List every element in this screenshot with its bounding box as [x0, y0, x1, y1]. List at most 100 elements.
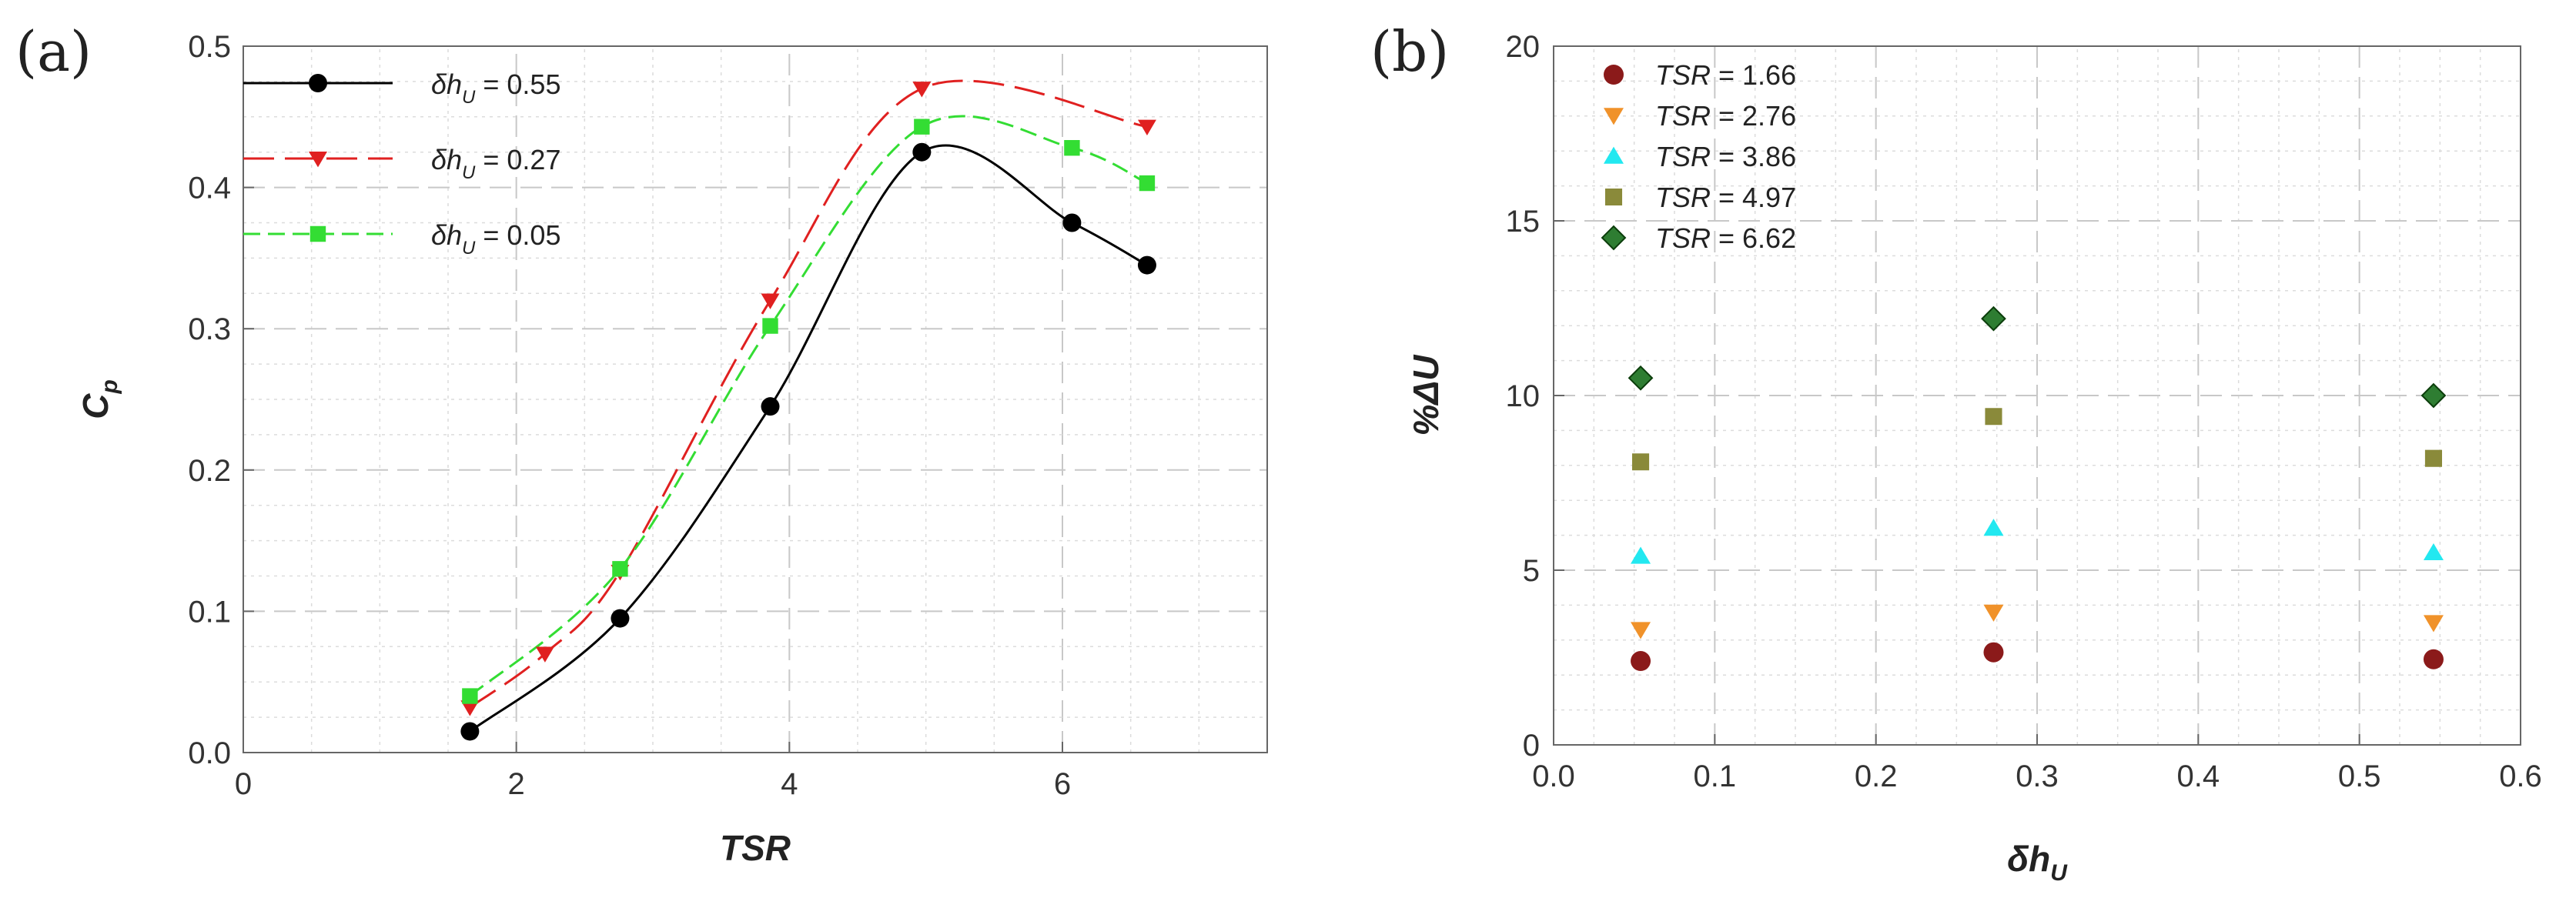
data-point [460, 700, 480, 716]
legend-marker [1604, 146, 1624, 164]
x-tick-label: 2 [508, 767, 525, 801]
legend-marker [1604, 188, 1623, 206]
panel-b-grid [1554, 46, 2521, 745]
y-tick-label: 0.3 [188, 312, 231, 346]
panel-b-x-axis-main: δh [2007, 839, 2050, 879]
y-tick-label: 20 [1506, 30, 1541, 64]
y-tick-label: 0.0 [188, 736, 231, 770]
legend-marker [309, 74, 327, 92]
panel-a-frame [243, 45, 1268, 753]
y-tick-label: 0.2 [188, 454, 231, 488]
legend-symbol: δh [431, 144, 462, 175]
legend-value: = 2.76 [1711, 100, 1796, 132]
data-point [612, 561, 628, 577]
legend-entry: TSR = 4.97 [1655, 182, 1796, 213]
x-tick-label: 0.1 [1694, 759, 1737, 793]
legend-value: = 0.05 [475, 219, 560, 251]
legend-symbol: TSR [1655, 100, 1711, 132]
x-tick-label: 6 [1054, 767, 1071, 801]
data-point [1631, 546, 1651, 564]
data-point [1137, 255, 1156, 275]
legend-value: = 4.97 [1711, 182, 1796, 213]
data-point [611, 609, 630, 628]
legend-symbol: TSR [1655, 59, 1711, 91]
panel-b-ticks: 0.0 0.1 0.2 0.3 0.4 0.5 0.6 0 5 10 15 20 [1506, 30, 2542, 793]
legend-entry: TSR = 6.62 [1655, 222, 1796, 254]
legend-entry: δhU = 0.05 [431, 219, 560, 259]
data-point [912, 82, 932, 98]
legend-entry: TSR = 3.86 [1655, 141, 1796, 172]
data-point [460, 722, 480, 741]
data-point [2424, 449, 2443, 467]
legend-marker [1604, 65, 1624, 85]
y-tick-label: 0.5 [188, 30, 231, 64]
data-point [761, 397, 780, 416]
panel-b-markers [1628, 305, 2447, 672]
panel-a-x-axis-title: TSR [720, 828, 791, 868]
data-point [462, 688, 478, 704]
panel-b-label: (b) [1370, 19, 1449, 84]
data-point [1062, 213, 1082, 232]
legend-subscript: U [462, 162, 476, 183]
data-point [914, 119, 930, 135]
x-tick-label: 0.0 [1532, 759, 1575, 793]
data-point [1631, 622, 1651, 639]
data-point [1983, 642, 2004, 663]
legend-entry: TSR = 1.66 [1655, 59, 1796, 91]
panel-b-x-axis-title: δhU [2007, 839, 2068, 886]
legend-value: = 0.27 [475, 144, 560, 175]
data-point [1139, 175, 1156, 192]
legend-marker [309, 225, 326, 242]
panel-a-label: (a) [15, 19, 92, 84]
data-point [1064, 139, 1080, 156]
y-tick-label: 0.4 [188, 172, 231, 205]
panel-a-y-axis-sub: p [97, 379, 122, 394]
y-tick-label: 0 [1523, 729, 1540, 763]
legend-symbol: TSR [1655, 141, 1711, 172]
data-point [1981, 305, 2006, 332]
data-point [1631, 651, 1651, 672]
panel-a-ticks: 0 2 4 6 0.0 0.1 0.2 0.3 0.4 0.5 [188, 30, 1071, 801]
panel-b-x-axis-sub: U [2050, 860, 2068, 886]
y-tick-label: 10 [1506, 379, 1541, 413]
x-tick-label: 0 [235, 767, 252, 801]
series-line [469, 144, 1148, 733]
y-tick-label: 15 [1506, 205, 1541, 239]
legend-value: = 1.66 [1711, 59, 1796, 91]
legend-entry: δhU = 0.27 [431, 144, 560, 183]
legend-symbol: TSR [1655, 182, 1711, 213]
legend-marker [1601, 225, 1627, 251]
y-tick-label: 5 [1523, 554, 1540, 588]
series-line [469, 115, 1148, 697]
panel-b-y-axis-title: %ΔU [1406, 354, 1446, 436]
panel-b: (b) 0.0 0.1 0.2 0.3 0.4 0.5 0.6 0 5 10 15 20 δhU %Δ… [1370, 19, 2542, 886]
data-point [2423, 649, 2444, 669]
panel-a-y-axis-main: C [75, 393, 115, 419]
y-tick-label: 0.1 [188, 595, 231, 629]
data-point [2420, 382, 2447, 409]
legend-value: = 0.55 [475, 68, 560, 100]
panel-a: (a) 0 2 4 60.00.10.20.30.40.5 TSR Cp δhU = … [15, 19, 1268, 868]
x-tick-label: 0.2 [1855, 759, 1898, 793]
legend-symbol: δh [431, 68, 462, 100]
data-point [1631, 453, 1650, 471]
data-point [1983, 604, 2004, 622]
panel-a-y-axis-title: Cp [75, 379, 122, 419]
data-point [912, 142, 932, 162]
legend-entry: δhU = 0.55 [431, 68, 560, 108]
x-tick-label: 0.4 [2177, 759, 2220, 793]
legend-subscript: U [462, 87, 476, 108]
panel-a-grid [243, 46, 1267, 753]
legend-marker [309, 152, 327, 168]
data-point [1983, 519, 2004, 536]
legend-entry: TSR = 2.76 [1655, 100, 1796, 132]
data-point [535, 646, 554, 663]
legend-symbol: δh [431, 219, 462, 251]
data-point [762, 318, 778, 334]
data-point [1137, 119, 1156, 136]
x-tick-label: 0.6 [2499, 759, 2542, 793]
legend-value: = 6.62 [1711, 222, 1796, 254]
